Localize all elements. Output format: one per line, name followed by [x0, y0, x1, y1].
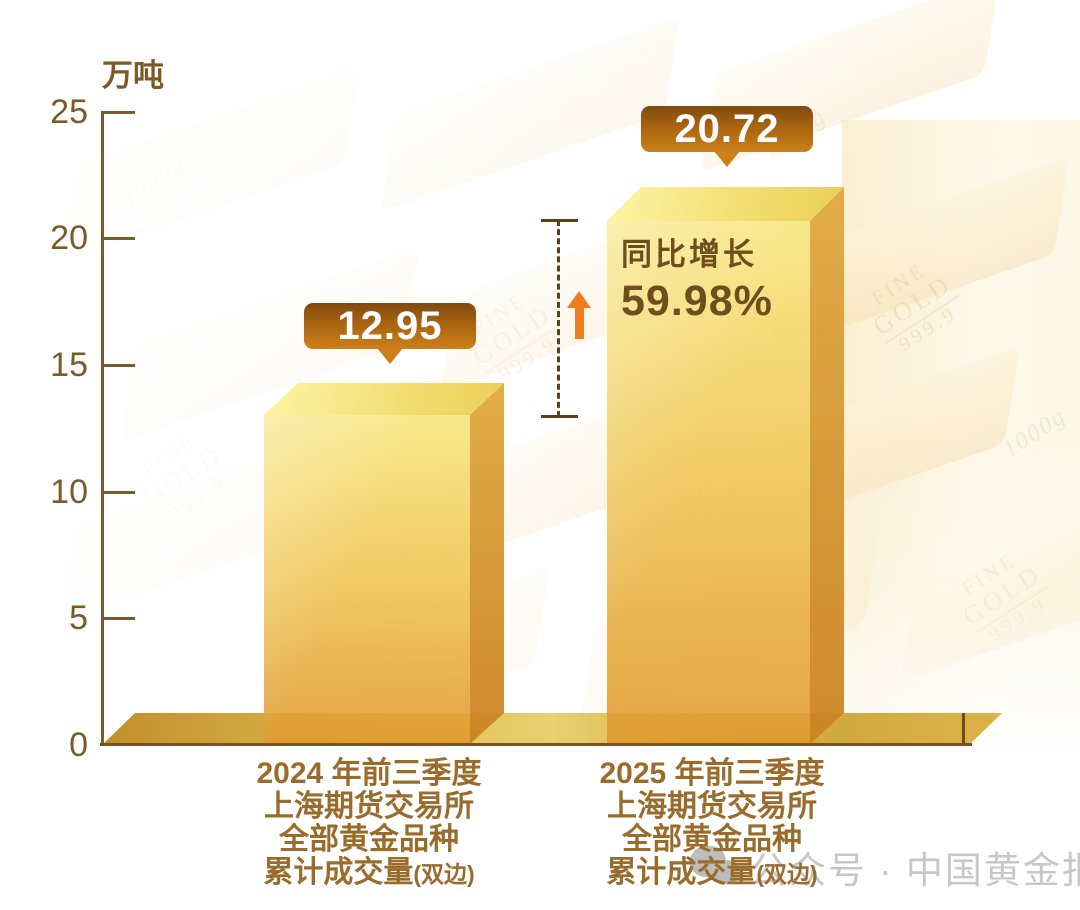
- y-tick-label-5: 5: [69, 599, 88, 637]
- growth-annotation: 同比增长 59.98%: [621, 229, 773, 326]
- y-axis-line: [101, 111, 104, 745]
- y-axis-unit-label: 万吨: [102, 58, 164, 93]
- category-2024-line1: 2024 年前三季度: [256, 757, 482, 790]
- category-2024-line4: 累计成交量(双边): [263, 856, 475, 889]
- category-label-2024: 2024 年前三季度 上海期货交易所 全部黄金品种 累计成交量(双边): [219, 757, 519, 891]
- bar-2025: [607, 221, 810, 744]
- y-tick-label-10: 10: [50, 473, 88, 511]
- watermark-text: 公众号 · 中国黄金报: [750, 850, 1080, 891]
- category-2024-line2: 上海期货交易所: [264, 790, 474, 823]
- floor-right-edge: [962, 713, 965, 743]
- y-tick-5: [104, 617, 135, 620]
- y-tick-label-25: 25: [50, 93, 88, 131]
- category-2025-line1: 2025 年前三季度: [599, 757, 825, 790]
- category-2025-line2: 上海期货交易所: [607, 790, 817, 823]
- wechat-icon: [690, 844, 742, 890]
- y-tick-15: [104, 364, 135, 367]
- bar-2025-top-face: [607, 187, 844, 221]
- background-white-wash: [0, 0, 1080, 748]
- chart-floor: [102, 713, 1002, 745]
- value-label-2024: 12.95: [304, 303, 476, 364]
- x-axis-baseline: [100, 743, 972, 746]
- bar-2025-side-face: [810, 187, 844, 744]
- y-tick-label-0: 0: [69, 726, 88, 764]
- category-2025-line3: 全部黄金品种: [622, 823, 802, 856]
- growth-arrow-stem: [575, 306, 584, 339]
- growth-annotation-value: 59.98%: [621, 277, 773, 325]
- y-tick-10: [104, 491, 135, 494]
- growth-annotation-label: 同比增长: [621, 237, 757, 272]
- y-tick-label-15: 15: [50, 346, 88, 384]
- growth-span-bottom-cap: [541, 415, 578, 418]
- growth-arrow-icon: [567, 291, 591, 308]
- background-gold-bars: FINE GOLD 999.9 FINE GOLD 999.9 FINE GOL…: [0, 0, 1080, 748]
- y-tick-label-20: 20: [50, 219, 88, 257]
- bar-2024-side-face: [470, 383, 504, 744]
- category-2024-line3: 全部黄金品种: [279, 823, 459, 856]
- growth-span-dashed-line: [557, 220, 560, 417]
- bar-2024: [264, 415, 470, 744]
- bar-2024-top-face: [264, 383, 504, 415]
- watermark: 公众号 · 中国黄金报: [690, 840, 1080, 894]
- category-label-2025: 2025 年前三季度 上海期货交易所 全部黄金品种 累计成交量(双边): [562, 757, 862, 891]
- value-label-2025: 20.72: [641, 106, 813, 167]
- y-tick-20: [104, 237, 135, 240]
- category-2025-line4: 累计成交量(双边): [606, 856, 818, 889]
- y-tick-25: [104, 111, 135, 114]
- growth-span-top-cap: [541, 219, 578, 222]
